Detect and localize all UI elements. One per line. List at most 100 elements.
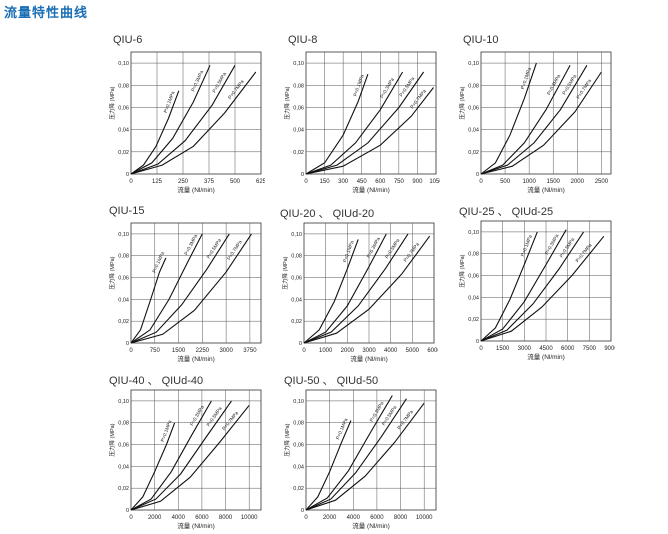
y-tick-label: 0 xyxy=(476,339,479,345)
x-axis-label: 流量 (Nl/min) xyxy=(350,354,388,363)
x-tick-label: 3750 xyxy=(243,348,257,354)
y-tick-label: 0,02 xyxy=(293,150,304,156)
y-tick-label: 0 xyxy=(301,508,304,514)
x-tick-label: 6000 xyxy=(370,515,384,521)
y-axis-label: 压力降 (MPa) xyxy=(458,254,466,287)
series-line xyxy=(303,239,359,344)
x-tick-label: 8000 xyxy=(219,515,233,521)
y-tick-label: 0 xyxy=(126,172,129,178)
y-tick-label: 0,06 xyxy=(291,276,302,282)
x-tick-label: 1500 xyxy=(172,348,186,354)
x-tick-label: 2000 xyxy=(571,179,585,185)
x-tick-label: 3000 xyxy=(219,348,233,354)
x-axis-label: 流量 (Nl/min) xyxy=(352,185,390,194)
x-tick-label: 500 xyxy=(500,179,511,185)
x-tick-label: 150 xyxy=(320,179,331,185)
x-tick-label: 6000 xyxy=(427,348,438,354)
y-tick-label: 0,10 xyxy=(293,61,304,67)
y-tick-label: 0,04 xyxy=(118,464,129,470)
series-line xyxy=(480,62,537,175)
series-line xyxy=(130,65,211,175)
y-tick-label: 0,04 xyxy=(293,464,304,470)
x-axis-label: 流量 (Nl/min) xyxy=(527,185,565,194)
chart-svg: 0 2000 4000 6000 8000 10000 0 0,02 0,04 0,06 0,08 0… xyxy=(108,389,262,530)
series-line xyxy=(130,233,203,344)
y-axis-label: 压力降 (MPa) xyxy=(108,423,116,456)
y-tick-label: 0,08 xyxy=(293,83,304,89)
page-title: 流量特性曲线 xyxy=(4,6,89,21)
series-line xyxy=(303,233,409,344)
series-line xyxy=(130,71,257,175)
chart-title: QIU-10 xyxy=(463,34,499,46)
y-tick-label: 0,08 xyxy=(118,421,129,427)
x-tick-label: 0 xyxy=(129,515,133,521)
x-tick-label: 3000 xyxy=(518,346,532,352)
y-axis-label: 压力降 (MPa) xyxy=(108,86,116,119)
x-tick-label: 0 xyxy=(129,179,133,185)
series-line xyxy=(130,257,167,344)
x-tick-label: 0 xyxy=(479,179,483,185)
y-tick-label: 0,06 xyxy=(293,443,304,449)
y-tick-label: 0,06 xyxy=(293,105,304,111)
y-tick-label: 0,06 xyxy=(468,274,479,280)
y-tick-label: 0,02 xyxy=(468,150,479,156)
x-tick-label: 1000 xyxy=(522,179,536,185)
y-tick-label: 0,08 xyxy=(118,254,129,260)
x-tick-label: 600 xyxy=(375,179,386,185)
series-line xyxy=(305,71,404,175)
series-line xyxy=(305,87,434,175)
chart-title: QIU-20 、 QIUd-20 xyxy=(280,208,375,220)
series-line xyxy=(305,398,407,511)
plot-frame xyxy=(130,222,262,344)
x-tick-label: 0 xyxy=(304,515,308,521)
y-tick-label: 0,02 xyxy=(118,486,129,492)
series-line xyxy=(305,402,425,511)
y-tick-label: 0,02 xyxy=(291,319,302,325)
x-tick-label: 0 xyxy=(304,179,308,185)
x-tick-label: 4000 xyxy=(172,515,186,521)
plot-frame xyxy=(305,51,437,175)
x-tick-label: 250 xyxy=(178,179,189,185)
x-tick-label: 0 xyxy=(302,348,306,354)
y-tick-label: 0,08 xyxy=(118,83,129,89)
y-tick-label: 0,08 xyxy=(291,254,302,260)
series-line xyxy=(480,65,571,175)
x-tick-label: 4000 xyxy=(347,515,361,521)
x-tick-label: 1500 xyxy=(547,179,561,185)
series-line xyxy=(130,404,250,511)
x-axis-label: 流量 (Nl/min) xyxy=(177,185,215,194)
y-tick-label: 0,08 xyxy=(293,421,304,427)
x-tick-label: 500 xyxy=(230,179,241,185)
y-tick-label: 0,06 xyxy=(468,105,479,111)
y-axis-label: 压力降 (MPa) xyxy=(283,423,291,456)
x-tick-label: 1000 xyxy=(319,348,333,354)
series-line xyxy=(130,90,180,175)
x-tick-label: 2500 xyxy=(595,179,609,185)
x-tick-label: 625 xyxy=(256,179,265,185)
y-tick-label: 0,06 xyxy=(118,276,129,282)
x-axis-label: 流量 (Nl/min) xyxy=(177,521,215,530)
x-tick-label: 7500 xyxy=(583,346,597,352)
x-axis-label: 流量 (Nl/min) xyxy=(527,352,565,361)
series-line xyxy=(480,235,605,342)
x-axis-label: 流量 (Nl/min) xyxy=(352,521,390,530)
x-tick-label: 2000 xyxy=(341,348,355,354)
series-line xyxy=(303,235,431,344)
y-tick-label: 0,08 xyxy=(468,83,479,89)
plot-frame xyxy=(480,51,612,175)
chart-title: QIU-25 、 QIUd-25 xyxy=(459,206,554,218)
chart-svg: 0 500 1000 1500 2000 2500 0 0,02 0,04 0,06 0,08 0,1… xyxy=(458,51,612,194)
series-line xyxy=(480,231,585,342)
chart-panel-qiu-25: QIU-25 、 QIUd-25 0 1500 3000 4500 6000 7500 90… xyxy=(455,203,615,363)
series-line xyxy=(130,65,236,175)
series-line xyxy=(305,71,425,175)
series-line xyxy=(480,229,567,342)
chart-panel-qiu-20: QIU-20 、 QIUd-20 0 1000 2000 3000 4000 5000 60… xyxy=(278,205,438,365)
chart-title: QIU-40 、 QIUd-40 xyxy=(109,375,204,387)
x-tick-label: 5000 xyxy=(406,348,420,354)
chart-title: QIU-50 、 QIUd-50 xyxy=(284,375,379,387)
x-tick-label: 750 xyxy=(150,348,161,354)
chart-panel-qiu-50: QIU-50 、 QIUd-50 0 2000 4000 6000 8000 10000 0… xyxy=(280,372,440,532)
